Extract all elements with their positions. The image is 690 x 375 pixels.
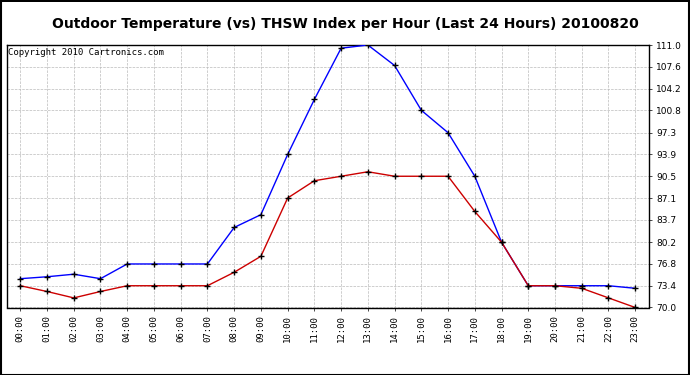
Text: Copyright 2010 Cartronics.com: Copyright 2010 Cartronics.com — [8, 48, 164, 57]
Text: Outdoor Temperature (vs) THSW Index per Hour (Last 24 Hours) 20100820: Outdoor Temperature (vs) THSW Index per … — [52, 17, 638, 31]
